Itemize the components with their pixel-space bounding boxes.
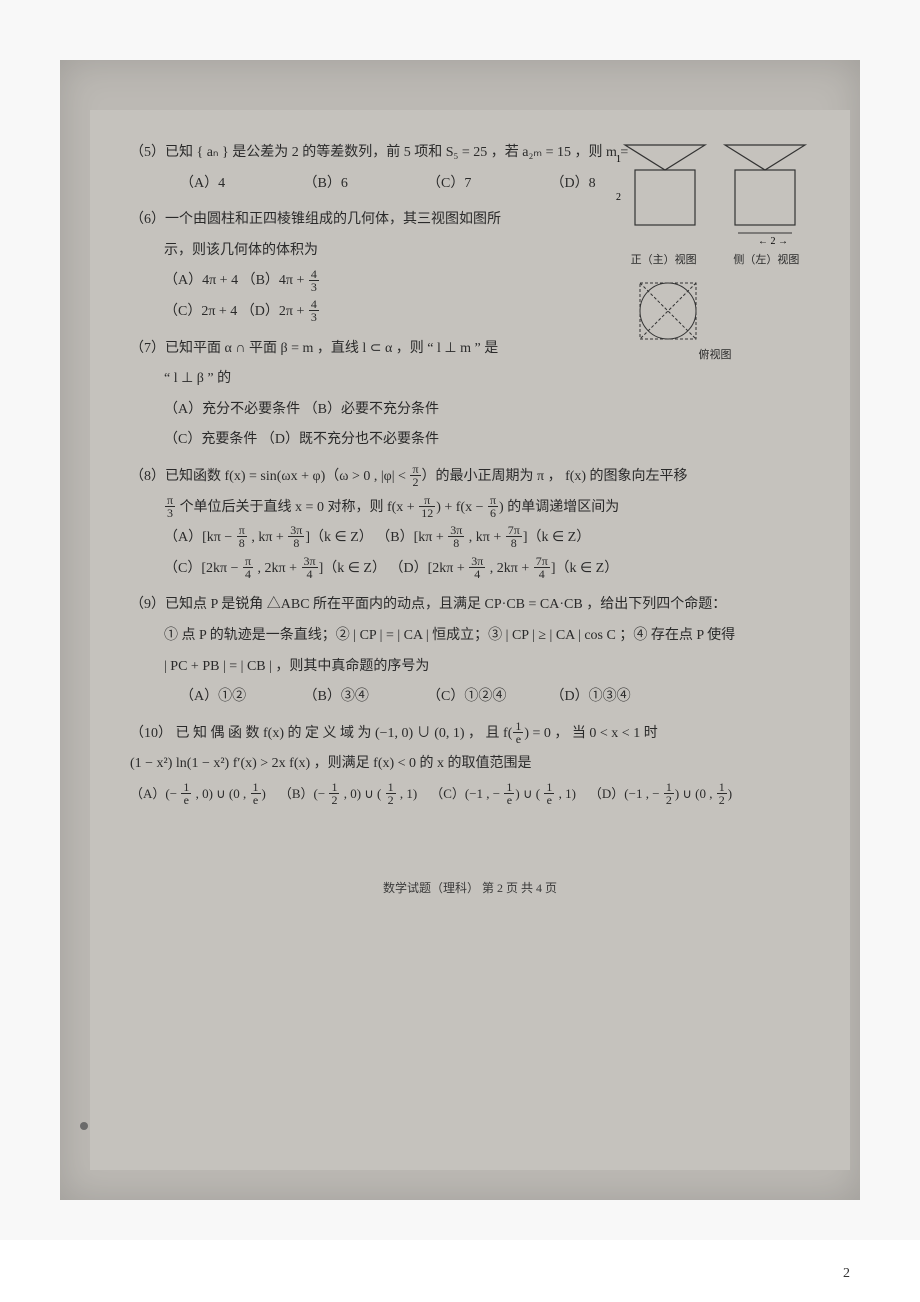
q9-optC: （C）①②④ bbox=[427, 684, 547, 711]
q6-optD: （D）2π + 43 bbox=[241, 304, 320, 319]
q9-stem1: （9）已知点 P 是锐角 △ABC 所在平面内的动点，且满足 CP·CB = C… bbox=[130, 592, 810, 619]
page-content: 1 2 ← 2 → 正（主）视图 侧（左）视图 俯视图 bbox=[90, 110, 850, 1170]
q9-stem3: | PC + PB | = | CB | ，则其中真命题的序号为 bbox=[130, 654, 810, 681]
q9-optB: （B）③④ bbox=[304, 684, 424, 711]
page-corner-number: 2 bbox=[843, 1266, 850, 1282]
question-10: （10） 已 知 偶 函 数 f(x) 的 定 义 域 为 (−1, 0) ∪ … bbox=[130, 721, 810, 808]
q5-optA: （A）4 bbox=[180, 171, 300, 198]
question-9: （9）已知点 P 是锐角 △ABC 所在平面内的动点，且满足 CP·CB = C… bbox=[130, 592, 810, 710]
q5-optB: （B）6 bbox=[304, 171, 424, 198]
q6-optB: （B）4π + 43 bbox=[242, 273, 320, 288]
q7-optC: （C）充要条件 bbox=[164, 432, 257, 447]
svg-text:2: 2 bbox=[616, 192, 621, 203]
q9-stem2: ① 点 P 的轨迹是一条直线；② | CP | = | CA | 恒成立；③ |… bbox=[130, 623, 810, 650]
q7-stem2: “ l ⊥ β ” 的 bbox=[130, 366, 810, 393]
q10-stem1: （10） 已 知 偶 函 数 f(x) 的 定 义 域 为 (−1, 0) ∪ … bbox=[130, 721, 810, 748]
q9-optD: （D）①③④ bbox=[551, 684, 671, 711]
q8-stem2: π3 个单位后关于直线 x = 0 对称，则 f(x + π12) + f(x … bbox=[130, 495, 810, 522]
three-view-figure: 1 2 ← 2 → 正（主）视图 侧（左）视图 俯视图 bbox=[610, 140, 820, 366]
q6-optC: （C）2π + 4 bbox=[164, 304, 237, 319]
q10-opts: （A）(− 1e , 0) ∪ (0 , 1e) （B）(− 12 , 0) ∪… bbox=[130, 782, 810, 808]
q6-optA: （A）4π + 4 bbox=[164, 273, 238, 288]
svg-text:1: 1 bbox=[616, 154, 621, 165]
page-footer: 数学试题（理科） 第 2 页 共 4 页 bbox=[130, 877, 810, 900]
q9-optA: （A）①② bbox=[180, 684, 300, 711]
front-side-views-svg: 1 2 ← 2 → bbox=[610, 140, 820, 250]
front-view-label: 正（主）视图 bbox=[614, 250, 714, 271]
q8-optsAB: （A）[kπ − π8 , kπ + 3π8]（k ∈ Z） （B）[kπ + … bbox=[130, 525, 810, 552]
q7-optA: （A）充分不必要条件 bbox=[164, 402, 300, 417]
top-view-svg bbox=[620, 275, 720, 345]
q7-optD: （D）既不充分也不必要条件 bbox=[261, 432, 439, 447]
side-view-label: 侧（左）视图 bbox=[716, 250, 816, 271]
binder-hole bbox=[80, 1122, 88, 1130]
q7-optB: （B）必要不充分条件 bbox=[304, 402, 439, 417]
scanned-page: 1 2 ← 2 → 正（主）视图 侧（左）视图 俯视图 bbox=[60, 60, 860, 1200]
q5-optC: （C）7 bbox=[427, 171, 547, 198]
q10-stem2: (1 − x²) ln(1 − x²) f′(x) > 2x f(x) ，则满足… bbox=[130, 751, 810, 778]
question-8: （8）已知函数 f(x) = sin(ωx + φ)（ω > 0 , |φ| <… bbox=[130, 464, 810, 582]
q8-optsCD: （C）[2kπ − π4 , 2kπ + 3π4]（k ∈ Z） （D）[2kπ… bbox=[130, 556, 810, 583]
svg-text:← 2 →: ← 2 → bbox=[758, 236, 788, 247]
top-view-label: 俯视图 bbox=[610, 345, 820, 366]
q8-stem1: （8）已知函数 f(x) = sin(ωx + φ)（ω > 0 , |φ| <… bbox=[130, 464, 810, 491]
